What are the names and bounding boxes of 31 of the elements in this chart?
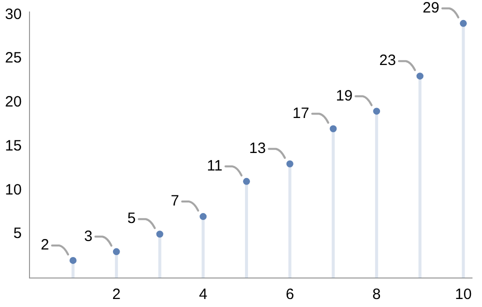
point [373, 108, 380, 115]
point [416, 72, 424, 80]
point [460, 20, 467, 27]
data-label: 17 [292, 104, 310, 122]
point [200, 213, 207, 220]
y-tick-label: 20 [4, 94, 22, 111]
y-tick-label: 15 [4, 137, 22, 154]
data-label: 5 [127, 210, 136, 228]
point [156, 230, 164, 238]
point [330, 125, 337, 132]
x-tick-label: 10 [454, 286, 472, 304]
data-label: 2 [40, 236, 50, 254]
y-tick-label: 30 [4, 6, 22, 23]
point [286, 160, 294, 168]
x-tick-label: 4 [198, 286, 208, 304]
data-label: 3 [84, 228, 92, 245]
y-tick-label: 10 [4, 181, 22, 198]
data-label: 23 [379, 52, 396, 70]
y-tick-label: 25 [4, 50, 22, 67]
data-label: 13 [249, 140, 266, 158]
x-tick-label: 2 [112, 286, 121, 304]
data-label: 7 [170, 192, 180, 210]
y-tick-label: 5 [13, 225, 22, 242]
point [243, 178, 250, 185]
data-label: 11 [206, 158, 223, 175]
data-label: 19 [336, 87, 353, 104]
point [112, 248, 120, 256]
x-tick-label: 8 [372, 286, 381, 304]
point [70, 256, 77, 264]
data-label: 29 [422, 0, 440, 17]
x-tick-label: 6 [286, 286, 294, 304]
